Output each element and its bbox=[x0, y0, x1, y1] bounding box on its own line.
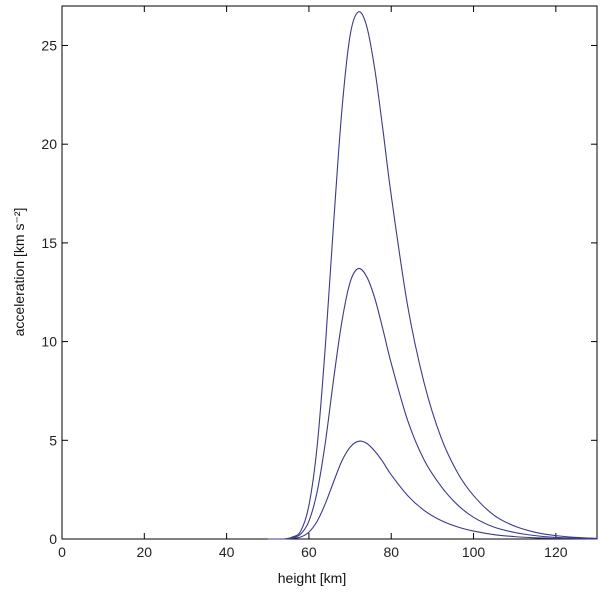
y-tick-label: 5 bbox=[49, 432, 57, 448]
x-tick-label: 0 bbox=[58, 544, 66, 560]
x-axis-label: height [km] bbox=[278, 570, 346, 586]
y-tick-label: 0 bbox=[49, 531, 57, 547]
x-tick-label: 80 bbox=[383, 544, 399, 560]
x-tick-label: 20 bbox=[137, 544, 153, 560]
y-tick-label: 15 bbox=[41, 235, 57, 251]
y-axis-label: acceleration [km s⁻²] bbox=[11, 208, 27, 337]
series-line-1 bbox=[267, 11, 598, 540]
y-tick-label: 10 bbox=[41, 334, 57, 350]
series-group bbox=[267, 11, 598, 540]
plot-frame bbox=[61, 5, 598, 540]
y-tick-label: 20 bbox=[41, 136, 57, 152]
x-tick-label: 120 bbox=[544, 544, 568, 560]
x-tick-label: 60 bbox=[301, 544, 317, 560]
x-tick-label: 100 bbox=[462, 544, 486, 560]
y-axis-ticks: 0 5 10 15 20 25 bbox=[41, 37, 597, 547]
x-axis-ticks: 0 20 40 60 80 100 120 bbox=[58, 6, 568, 560]
series-line-2 bbox=[267, 267, 598, 540]
x-tick-label: 40 bbox=[219, 544, 235, 560]
y-tick-label: 25 bbox=[41, 37, 57, 53]
series-line-3 bbox=[267, 440, 598, 540]
